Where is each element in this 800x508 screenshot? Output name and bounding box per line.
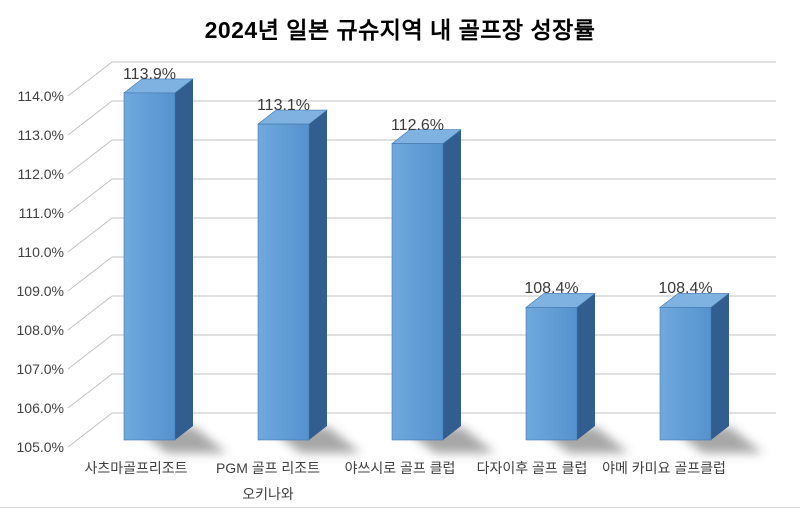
category-label: 다자이후 골프 클럽	[476, 460, 588, 476]
y-axis-tick-label: 108.0%	[16, 322, 64, 338]
bar-value-label: 113.9%	[122, 65, 177, 83]
y-axis-tick-label: 107.0%	[16, 361, 64, 377]
bars	[123, 78, 730, 441]
y-axis-tick-label: 105.0%	[16, 439, 64, 455]
bar-front-face	[659, 307, 712, 441]
y-axis-depth-tick	[67, 100, 113, 136]
y-axis-depth-tick	[67, 178, 113, 214]
y-axis-tick-label: 112.0%	[17, 166, 64, 182]
category-label: 야메 카미요 골프클럽	[602, 460, 726, 476]
bar-front-face	[391, 143, 444, 441]
bar-side-face	[175, 78, 193, 441]
y-axis-tick-label: 110.0%	[17, 244, 64, 260]
y-axis-depth-tick	[67, 373, 113, 409]
y-axis-depth-tick	[67, 256, 113, 292]
y-axis-depth-tick	[67, 412, 113, 448]
y-axis-tick-label: 106.0%	[16, 400, 64, 416]
y-axis-depth-tick	[67, 334, 113, 370]
y-axis-depth-tick	[67, 139, 113, 175]
bar-side-face	[577, 293, 595, 440]
category-label: PGM 골프 리조트	[215, 460, 321, 476]
y-axis-tick-label: 111.0%	[18, 205, 64, 221]
y-axis-tick-label: 109.0%	[16, 283, 64, 299]
chart-title: 2024년 일본 규슈지역 내 골프장 성장률	[204, 17, 596, 43]
bar-front-face	[525, 307, 578, 441]
bar-side-face	[443, 129, 461, 440]
y-axis-depth-tick	[67, 295, 113, 331]
y-axis-tick-label: 114.0%	[17, 88, 64, 104]
category-label: 오키나와	[242, 486, 294, 502]
category-label: 야쓰시로 골프 클럽	[344, 460, 456, 476]
category-label: 사츠마골프리조트	[84, 460, 188, 476]
bar-front-face	[257, 123, 310, 441]
bar-side-face	[711, 293, 729, 440]
bar-value-label: 112.6%	[390, 116, 445, 134]
bar-front-face	[123, 92, 176, 441]
bar-value-label: 113.1%	[256, 97, 311, 115]
bar-value-label: 108.4%	[658, 280, 713, 298]
bar-value-label: 108.4%	[524, 280, 579, 298]
y-axis-depth-tick	[67, 61, 113, 97]
y-axis-tick-label: 113.0%	[17, 127, 64, 143]
y-axis-depth-tick	[67, 217, 113, 253]
bar-side-face	[309, 110, 327, 440]
